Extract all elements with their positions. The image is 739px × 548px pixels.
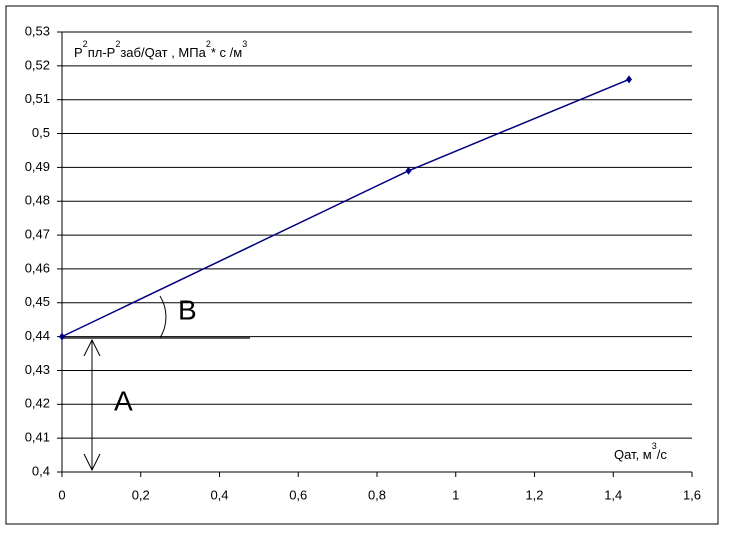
y-tick-label: 0,46: [25, 260, 50, 275]
y-tick-label: 0,49: [25, 159, 50, 174]
y-tick-label: 0,5: [32, 125, 50, 140]
y-tick-label: 0,41: [25, 430, 50, 445]
y-tick-label: 0,4: [32, 463, 50, 478]
y-tick-label: 0,45: [25, 294, 50, 309]
y-axis-title-part: заб/Qат , МПа: [120, 45, 206, 60]
marker: [626, 75, 632, 84]
x-axis-title: Qат, м3/с: [614, 441, 667, 462]
y-axis-title-part: 2: [206, 39, 211, 49]
y-axis-title-part: 3: [242, 39, 247, 49]
frame: [5, 5, 719, 525]
y-axis-title-part: 2: [115, 39, 120, 49]
x-tick-label: 1,6: [683, 487, 701, 502]
y-tick-label: 0,42: [25, 396, 50, 411]
arrow-heads: [83, 338, 101, 472]
marker: [59, 332, 65, 341]
y-tick-label: 0,48: [25, 193, 50, 208]
y-tick-label: 0,51: [25, 91, 50, 106]
x-tick-label: 1,2: [525, 487, 543, 502]
x-tick-label: 0: [58, 487, 65, 502]
y-tick-label: 0,53: [25, 23, 50, 38]
y-axis-title-part: пл-Р: [88, 45, 116, 60]
y-tick-label: 0,44: [25, 328, 50, 343]
x-axis-title-part: /с: [657, 447, 668, 462]
x-tick-label: 0,6: [289, 487, 307, 502]
y-tick-label: 0,47: [25, 227, 50, 242]
y-axis-title-part: * с /м: [211, 45, 242, 60]
x-tick-label: 0,8: [368, 487, 386, 502]
annotation: A: [114, 385, 133, 416]
y-tick-label: 0,52: [25, 57, 50, 72]
y-axis-title-part: 2: [83, 39, 88, 49]
annotation: B: [178, 294, 197, 325]
x-tick-label: 0,4: [210, 487, 228, 502]
x-tick-label: 0,2: [132, 487, 150, 502]
marker: [405, 166, 412, 175]
y-axis-title-part: Р: [74, 45, 83, 60]
x-axis-title-part: 3: [652, 441, 657, 451]
y-axis-title: Р2пл-Р2заб/Qат , МПа2* с /м3: [74, 39, 247, 60]
y-tick-label: 0,43: [25, 362, 50, 377]
line: [61, 78, 630, 338]
x-tick-label: 1,4: [604, 487, 622, 502]
x-tick-label: 1: [452, 487, 459, 502]
x-axis-title-part: Qат, м: [614, 447, 652, 462]
angle-arc: [159, 295, 167, 339]
